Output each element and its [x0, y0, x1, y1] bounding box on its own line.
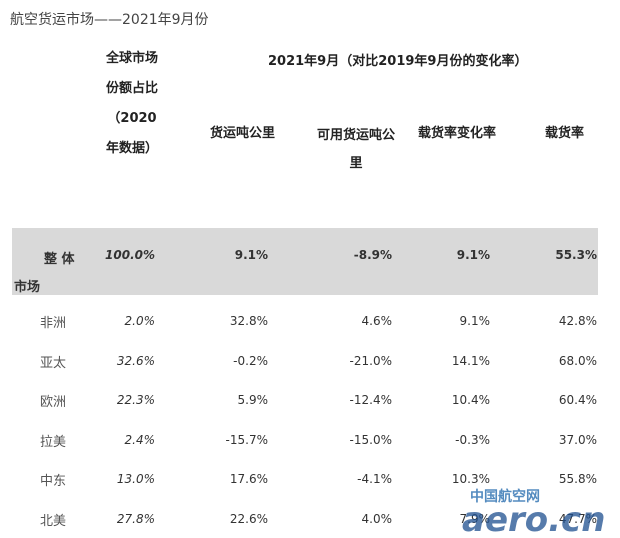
cell: 10.3% [451, 472, 490, 486]
header-share: 全球市场份额占比（2020年数据） [106, 51, 159, 156]
cell: 55.3% [555, 248, 597, 262]
title: 航空货运市场——2021年9月份 [10, 12, 209, 28]
column-header: 载货率变化率 [418, 126, 497, 141]
cell: 60.4% [558, 393, 597, 407]
cell: 100.0% [105, 248, 155, 262]
row-label: 欧洲 [40, 395, 67, 410]
cell: 9.1% [459, 314, 491, 328]
cell: 42.8% [558, 314, 597, 328]
cell: 10.4% [451, 393, 490, 407]
cell: -15.0% [349, 432, 392, 447]
cell: -4.1% [357, 472, 392, 486]
cell: -0.2% [233, 353, 268, 368]
cell: -12.4% [349, 393, 392, 407]
cell: 27.8% [116, 511, 155, 526]
cell: 5.9% [237, 393, 269, 407]
row-label: 非洲 [40, 316, 67, 331]
cell: 9.1% [234, 248, 268, 262]
cell: 22.3% [116, 393, 155, 407]
cell: 68.0% [558, 353, 597, 368]
cell: 47.7% [558, 511, 597, 526]
column-header: 载货率 [545, 126, 585, 141]
cell: -8.9% [353, 248, 392, 262]
row-label: 拉美 [40, 434, 67, 450]
cell: 2.0% [124, 314, 156, 328]
cell: 2.4% [124, 432, 156, 447]
cell: 55.8% [558, 472, 597, 486]
cell: 7.9% [459, 511, 491, 526]
total-row-bg [12, 228, 598, 295]
cell: -21.0% [349, 353, 392, 368]
watermark-logo: aero.cn [462, 500, 606, 538]
cell: 4.6% [361, 314, 393, 328]
cell: -15.7% [225, 432, 268, 447]
cell: 14.1% [451, 353, 490, 368]
watermark-cn: 中国航空网 [470, 489, 540, 505]
cell: 32.6% [116, 353, 155, 368]
header-group: 2021年9月（对比2019年9月份的变化率） [268, 54, 528, 69]
row-label: 亚太 [40, 355, 67, 371]
cell: 4.0% [361, 511, 393, 526]
column-header: 可用货运吨公里 [316, 128, 395, 171]
cell: 32.8% [229, 314, 268, 328]
cell: 13.0% [116, 472, 155, 486]
row-label: 北美 [40, 513, 67, 529]
cell: -0.3% [455, 432, 490, 447]
cell: 37.0% [558, 432, 597, 447]
cell: 9.1% [456, 248, 490, 262]
column-header: 货运吨公里 [210, 126, 276, 141]
row-label: 整 体市场 [14, 252, 75, 295]
cell: 22.6% [229, 511, 268, 526]
cell: 17.6% [229, 472, 268, 486]
row-label: 中东 [40, 474, 67, 489]
